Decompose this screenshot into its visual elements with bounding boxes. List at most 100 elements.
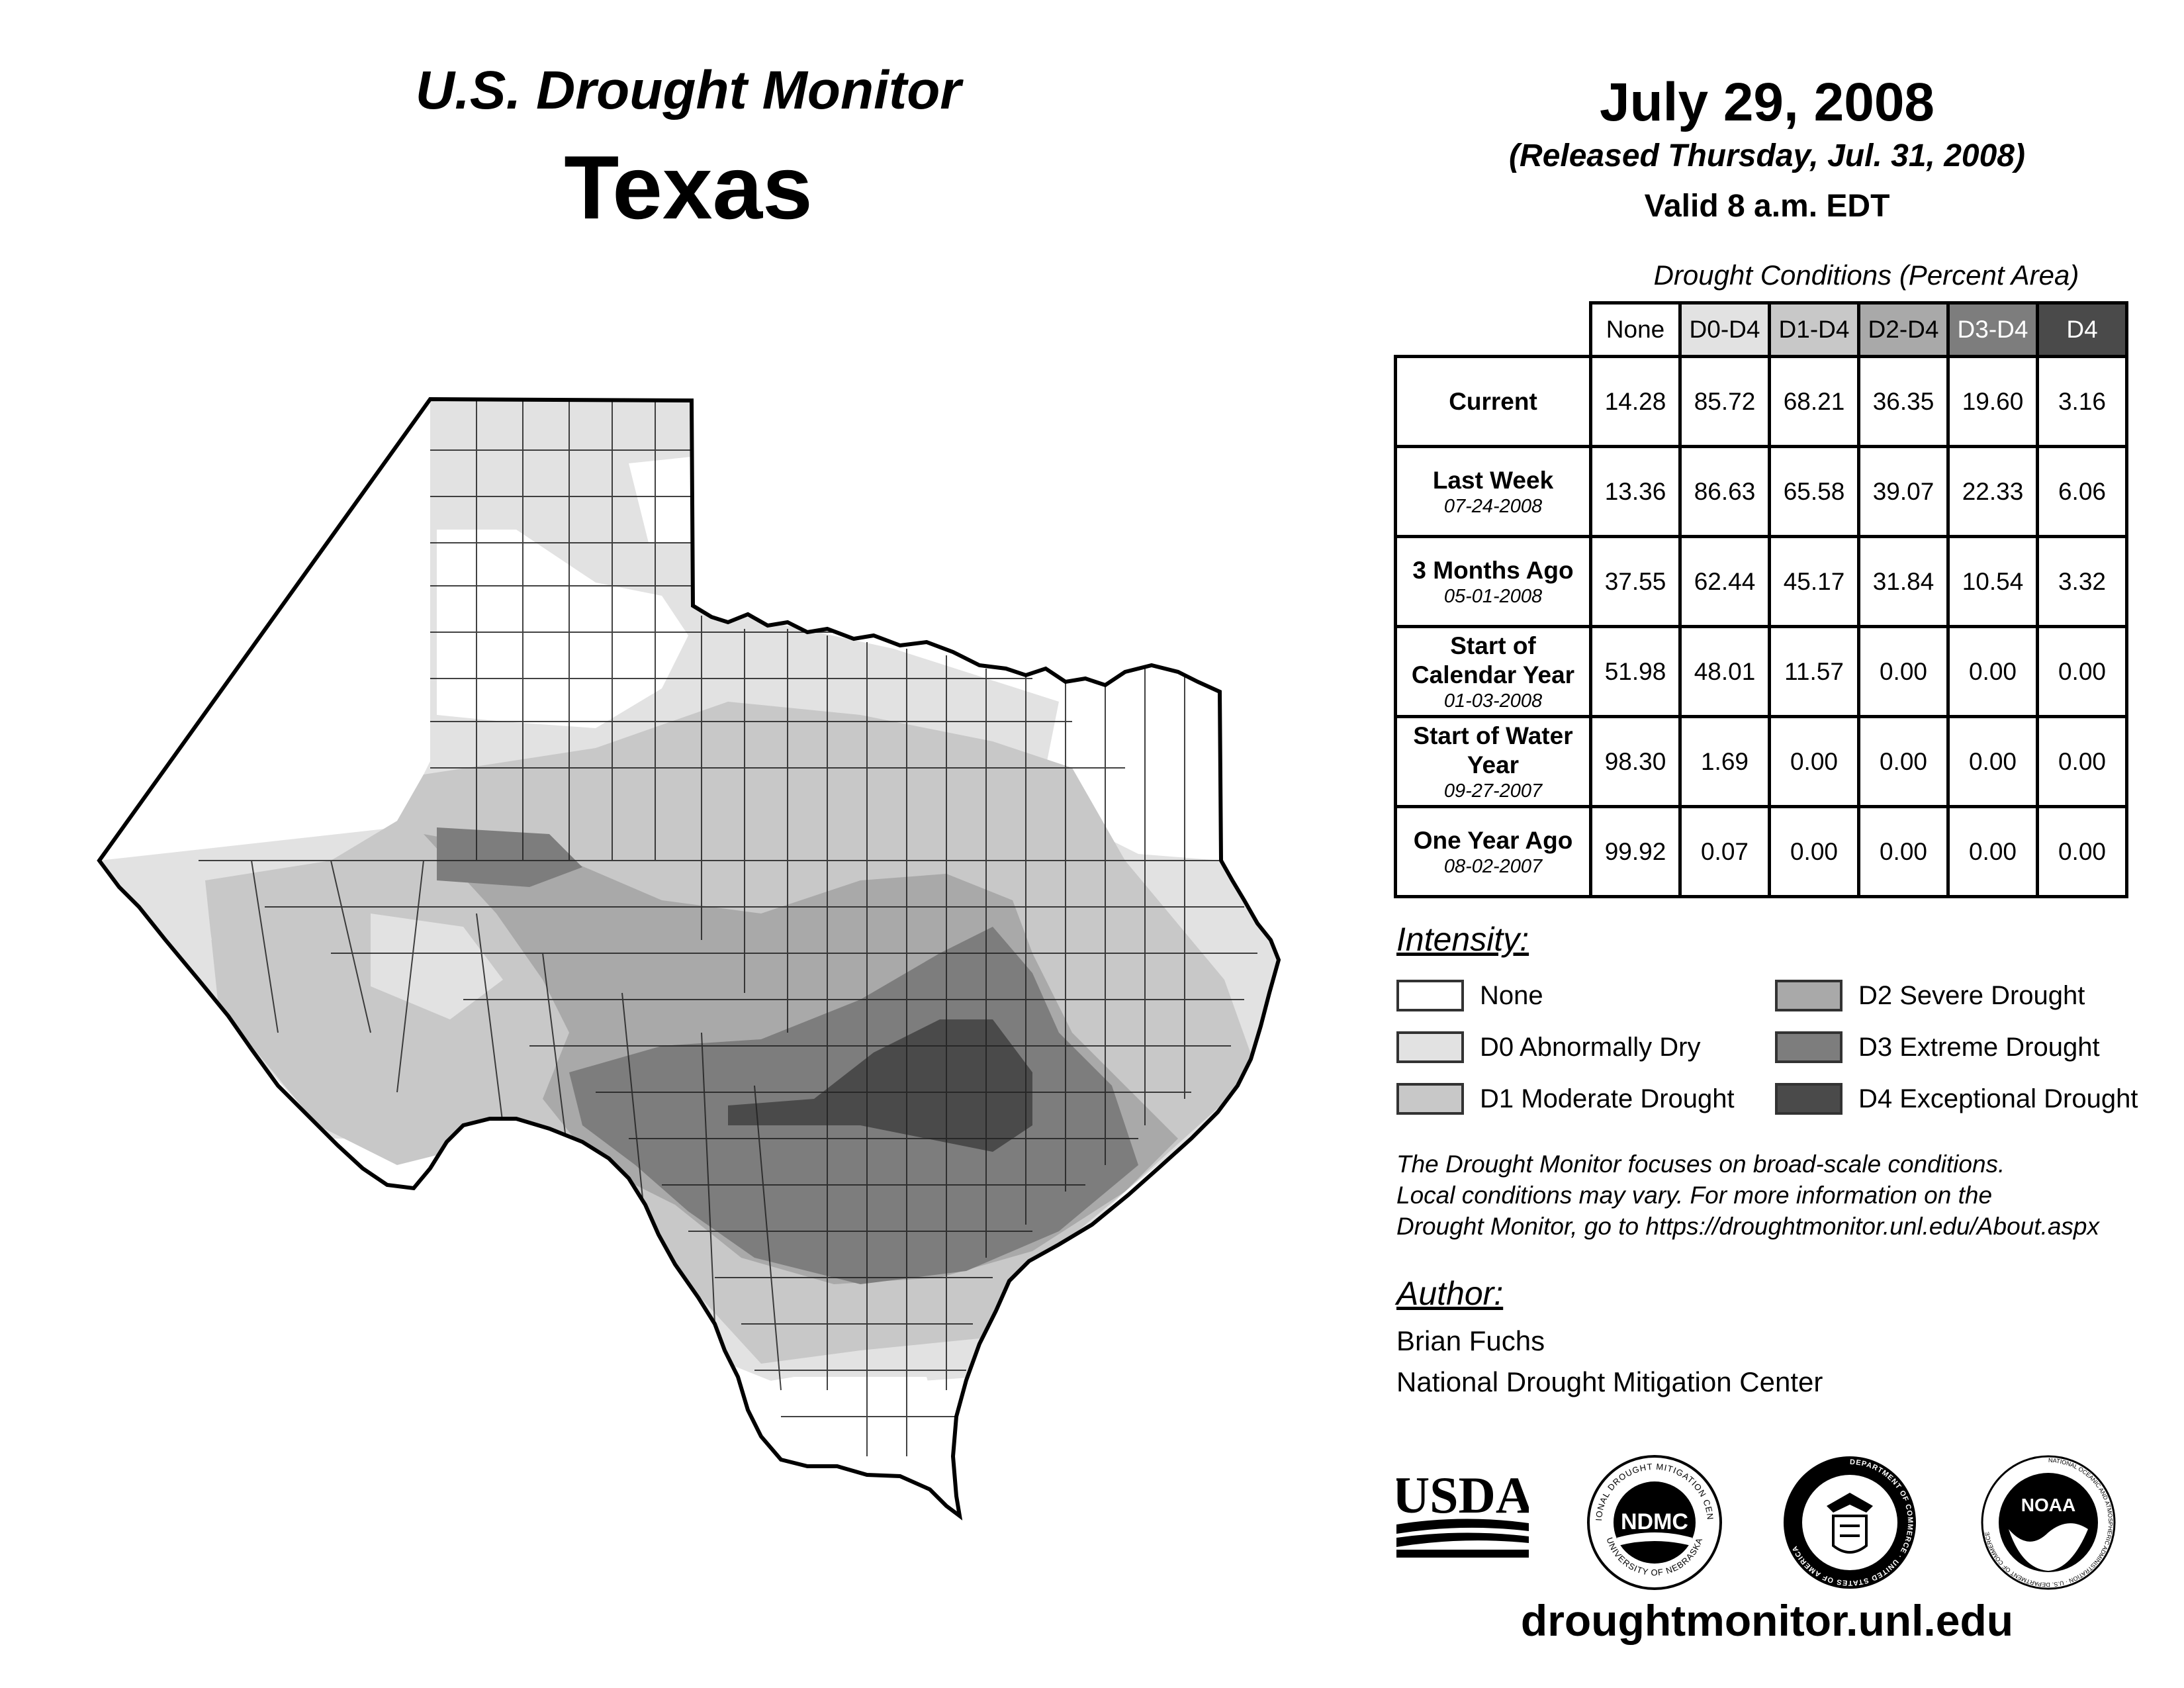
col-header-d0-d4: D0-D4 [1678, 301, 1771, 358]
table-cell: 3.32 [2036, 535, 2128, 628]
legend-swatch [1775, 980, 1843, 1011]
usda-logo: USDA [1396, 1466, 1529, 1558]
table-cell: 39.07 [1857, 445, 1950, 538]
legend-label: None [1480, 980, 1543, 1010]
table-cell: 11.57 [1768, 625, 1860, 718]
row-date: 07-24-2008 [1443, 495, 1543, 517]
row-label: Last Week 07-24-2008 [1394, 445, 1592, 538]
legend-swatch [1775, 1031, 1843, 1063]
col-header-none: None [1589, 301, 1682, 358]
table-row: Last Week 07-24-2008 13.36 86.63 65.58 39.07 2… [1394, 445, 2128, 538]
table-cell: 98.30 [1589, 715, 1682, 808]
table-cell: 0.00 [1946, 625, 2039, 718]
table-row: One Year Ago 08-02-2007 99.92 0.07 0.00 0.00 0… [1394, 805, 2128, 898]
row-date: 08-02-2007 [1443, 855, 1543, 877]
map-title: U.S. Drought Monitor [415, 60, 962, 120]
table-cell: 45.17 [1768, 535, 1860, 628]
texas-drought-map [0, 0, 1377, 1688]
legend-label: D4 Exceptional Drought [1858, 1084, 2138, 1113]
author-org: National Drought Mitigation Center [1396, 1366, 1823, 1397]
legend-swatch [1775, 1083, 1843, 1115]
row-label: Current [1394, 355, 1592, 448]
table-cell: 0.00 [1768, 715, 1860, 808]
disclaimer-note: The Drought Monitor focuses on broad-sca… [1396, 1149, 2158, 1242]
legend-item-none: None [1396, 978, 1543, 1013]
row-label: 3 Months Ago 05-01-2008 [1394, 535, 1592, 628]
ndmc-text: NDMC [1621, 1509, 1688, 1534]
col-header-d1-d4: D1-D4 [1768, 301, 1860, 358]
commerce-seal: DEPARTMENT OF COMMERCE · UNITED STATES O… [1784, 1456, 1916, 1589]
usda-text: USDA [1396, 1466, 1529, 1524]
table-cell: 1.69 [1678, 715, 1771, 808]
table-cell: 0.00 [1946, 715, 2039, 808]
table-cell: 0.00 [2036, 805, 2128, 898]
legend-label: D2 Severe Drought [1858, 980, 2085, 1010]
table-cell: 0.00 [1857, 805, 1950, 898]
noaa-logo: NATIONAL OCEANIC AND ATMOSPHERIC ADMINIS… [1981, 1455, 2116, 1590]
legend-label: D0 Abnormally Dry [1480, 1032, 1701, 1062]
table-cell: 51.98 [1589, 625, 1682, 718]
row-label: One Year Ago 08-02-2007 [1394, 805, 1592, 898]
legend-item-d1: D1 Moderate Drought [1396, 1082, 1735, 1116]
legend-item-d0: D0 Abnormally Dry [1396, 1030, 1700, 1064]
table-cell: 68.21 [1768, 355, 1860, 448]
legend-swatch [1396, 1083, 1464, 1115]
author-name: Brian Fuchs [1396, 1325, 1545, 1356]
table-row: Start of Water Year 09-27-2007 98.30 1.69 0.… [1394, 715, 2128, 808]
row-label-text: Current [1449, 387, 1537, 415]
col-header-d4: D4 [2036, 301, 2128, 358]
row-label: Start of Water Year 09-27-2007 [1394, 715, 1592, 808]
table-cell: 19.60 [1946, 355, 2039, 448]
table-cell: 10.54 [1946, 535, 2039, 628]
legend-swatch [1396, 980, 1464, 1011]
table-cell: 31.84 [1857, 535, 1950, 628]
row-label-text: Start of Water Year [1413, 722, 1573, 778]
release-date: (Released Thursday, Jul. 31, 2008) [1509, 138, 2025, 173]
legend-item-d2: D2 Severe Drought [1775, 978, 2085, 1013]
legend-item-d3: D3 Extreme Drought [1775, 1030, 2100, 1064]
row-label: Start of Calendar Year 01-03-2008 [1394, 625, 1592, 718]
table-cell: 0.00 [1768, 805, 1860, 898]
legend-title: Intensity: [1396, 921, 1529, 958]
author-title: Author: [1396, 1275, 1504, 1312]
note-line: Drought Monitor, go to https://droughtmo… [1396, 1213, 2099, 1240]
legend-label: D3 Extreme Drought [1858, 1032, 2100, 1062]
legend-label: D1 Moderate Drought [1480, 1084, 1735, 1113]
footer-url[interactable]: droughtmonitor.unl.edu [1520, 1596, 2014, 1645]
legend-swatch [1396, 1031, 1464, 1063]
table-cell: 48.01 [1678, 625, 1771, 718]
table-row: Current 14.28 85.72 68.21 36.35 19.60 3.16 [1394, 355, 2128, 448]
row-date: 01-03-2008 [1443, 690, 1543, 712]
row-label-text: Last Week [1432, 466, 1554, 494]
conditions-table-title: Drought Conditions (Percent Area) [1653, 259, 2079, 291]
table-cell: 6.06 [2036, 445, 2128, 538]
table-cell: 86.63 [1678, 445, 1771, 538]
table-header-row: None D0-D4 D1-D4 D2-D4 D3-D4 D4 [1395, 301, 2128, 358]
row-label-text: 3 Months Ago [1412, 556, 1574, 584]
table-cell: 85.72 [1678, 355, 1771, 448]
row-date: 05-01-2008 [1443, 585, 1543, 607]
table-cell: 0.00 [1946, 805, 2039, 898]
state-name: Texas [564, 137, 813, 238]
col-header-d3-d4: D3-D4 [1946, 301, 2039, 358]
map-date: July 29, 2008 [1599, 72, 1935, 132]
table-cell: 22.33 [1946, 445, 2039, 538]
note-line: Local conditions may vary. For more info… [1396, 1182, 1993, 1209]
table-cell: 3.16 [2036, 355, 2128, 448]
table-cell: 13.36 [1589, 445, 1682, 538]
table-cell: 99.92 [1589, 805, 1682, 898]
table-cell: 0.00 [1857, 625, 1950, 718]
valid-time: Valid 8 a.m. EDT [1644, 189, 1890, 224]
table-corner [1395, 303, 1591, 358]
legend-item-d4: D4 Exceptional Drought [1775, 1082, 2138, 1116]
table-cell: 14.28 [1589, 355, 1682, 448]
author-block: Brian Fuchs National Drought Mitigation … [1396, 1321, 1823, 1403]
note-line: The Drought Monitor focuses on broad-sca… [1396, 1150, 2005, 1178]
table-cell: 0.07 [1678, 805, 1771, 898]
table-row: Start of Calendar Year 01-03-2008 51.98 48.… [1394, 625, 2128, 718]
table-cell: 0.00 [2036, 715, 2128, 808]
table-cell: 0.00 [1857, 715, 1950, 808]
table-cell: 36.35 [1857, 355, 1950, 448]
table-cell: 65.58 [1768, 445, 1860, 538]
table-cell: 0.00 [2036, 625, 2128, 718]
